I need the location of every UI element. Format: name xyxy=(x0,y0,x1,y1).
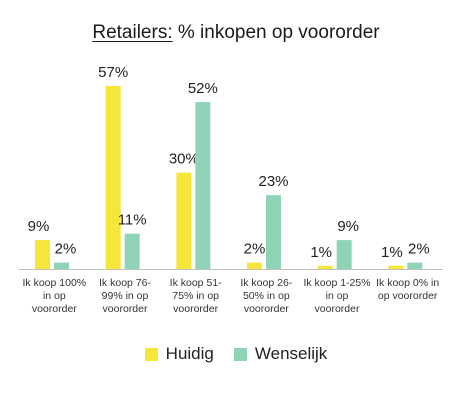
data-label-huidig-2: 30% xyxy=(169,151,199,168)
data-label-huidig-1: 57% xyxy=(98,64,128,81)
category-label-5: Ik koop 0% in op voororder xyxy=(376,277,440,302)
data-label-huidig-3: 2% xyxy=(244,241,266,258)
data-label-wenselijk-3: 23% xyxy=(258,173,288,190)
data-label-huidig-0: 9% xyxy=(28,218,50,235)
data-label-huidig-5: 1% xyxy=(381,244,403,261)
chart-title-prefix: Retailers: xyxy=(92,22,173,43)
legend-swatch-wenselijk xyxy=(233,347,247,361)
chart-title-rest: % inkopen op voororder xyxy=(172,22,380,43)
legend: Huidig Wenselijk xyxy=(0,344,472,364)
legend-swatch-huidig xyxy=(144,347,158,361)
bar-wenselijk-0 xyxy=(54,262,69,269)
data-label-wenselijk-5: 2% xyxy=(408,241,430,258)
bar-huidig-4 xyxy=(317,265,333,269)
legend-item-wenselijk: Wenselijk xyxy=(233,344,328,364)
category-label-0: Ik koop 100% in op voororder xyxy=(22,277,87,315)
category-label-4: Ik koop 1-25% in op voororder xyxy=(303,277,371,315)
bar-wenselijk-3 xyxy=(266,195,281,269)
bar-wenselijk-4 xyxy=(336,240,352,269)
category-label-3: Ik koop 26-50% in op voororder xyxy=(240,277,293,315)
bar-huidig-5 xyxy=(388,265,404,269)
data-label-wenselijk-2: 52% xyxy=(188,80,218,97)
bar-wenselijk-1 xyxy=(124,233,140,269)
bar-wenselijk-2 xyxy=(195,102,211,269)
chart-title: Retailers: % inkopen op voororder xyxy=(0,22,472,44)
bar-huidig-2 xyxy=(176,172,192,269)
data-label-wenselijk-4: 9% xyxy=(337,218,359,235)
category-label-2: Ik koop 51-75% in op voororder xyxy=(169,277,222,315)
legend-label-wenselijk: Wenselijk xyxy=(254,344,328,363)
bar-huidig-3 xyxy=(247,262,262,269)
bar-huidig-0 xyxy=(35,240,50,269)
legend-label-huidig: Huidig xyxy=(165,344,214,363)
legend-item-huidig: Huidig xyxy=(144,344,214,364)
data-label-wenselijk-0: 2% xyxy=(55,241,77,258)
bar-huidig-1 xyxy=(105,86,121,269)
data-label-huidig-4: 1% xyxy=(310,244,332,261)
category-label-1: Ik koop 76-99% in op voororder xyxy=(99,277,151,315)
data-label-wenselijk-1: 11% xyxy=(118,212,147,229)
bar-wenselijk-5 xyxy=(407,262,423,269)
